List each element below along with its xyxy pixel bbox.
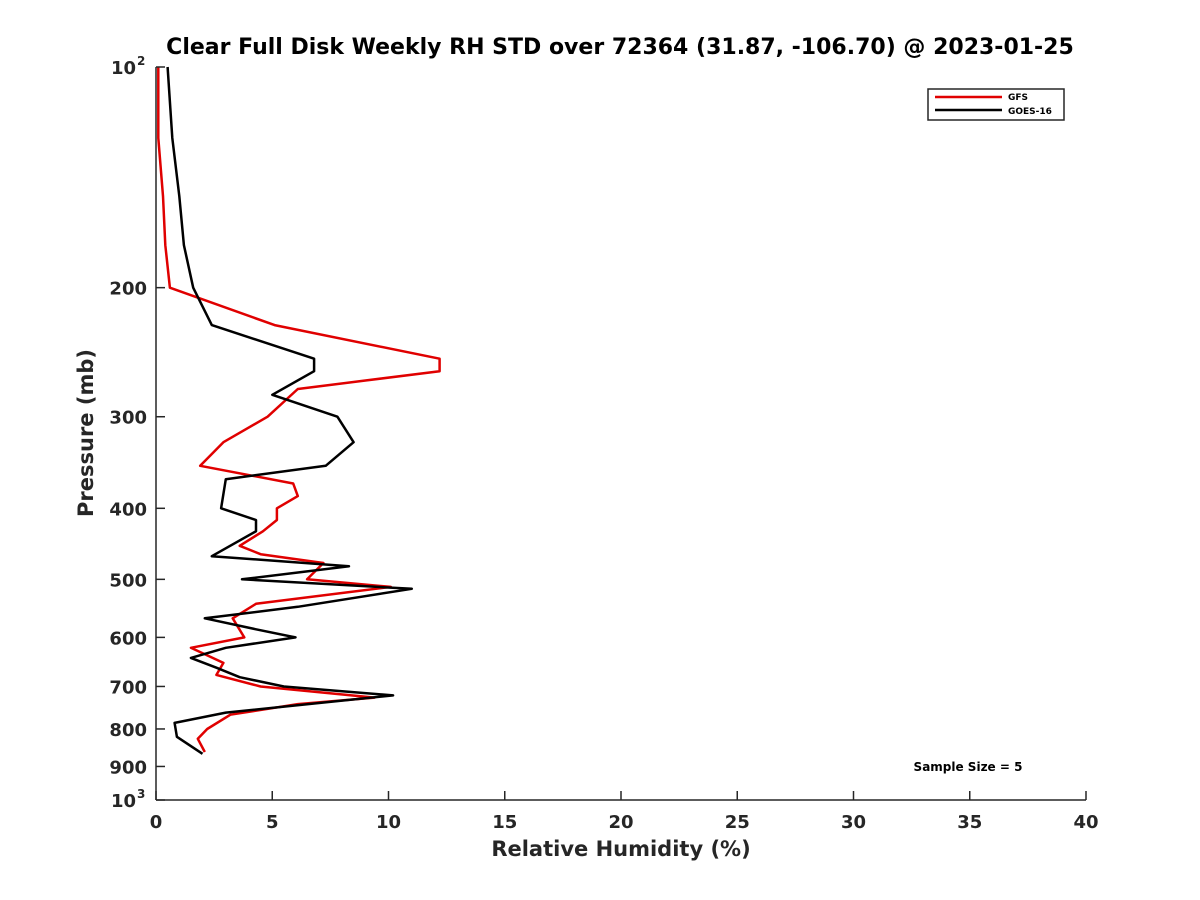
x-tick-label: 40	[1073, 812, 1098, 833]
y-tick-exponent: 2	[137, 54, 145, 68]
y-axis-label: Pressure (mb)	[74, 349, 98, 517]
y-tick-label: 700	[109, 677, 147, 698]
x-axis-label: Relative Humidity (%)	[491, 837, 750, 861]
series-line-gfs	[157, 67, 441, 753]
y-tick-label: 600	[109, 628, 147, 649]
y-tick-label: 10	[111, 58, 136, 79]
series-layer	[157, 66, 441, 755]
legend-box	[927, 88, 1065, 121]
y-tick-exponent: 3	[137, 787, 145, 801]
x-tick-label: 25	[725, 812, 750, 833]
legend-label-goes16: GOES-16	[1008, 107, 1052, 117]
x-tick-label: 15	[492, 812, 517, 833]
x-tick-label: 5	[266, 812, 279, 833]
x-axis-ticks: 0 5 10 15 20 25 30 35 40	[150, 791, 1099, 833]
x-tick-label: 35	[957, 812, 982, 833]
chart-title: Clear Full Disk Weekly RH STD over 72364…	[166, 35, 1074, 60]
legend: GFS GOES-16	[927, 88, 1065, 121]
plot-area: 0 5 10 15 20 25 30 35 40 10 220030040050060070080…	[109, 54, 1098, 833]
x-tick-label: 0	[150, 812, 163, 833]
y-tick-label: 200	[109, 279, 147, 300]
sample-size-annotation: Sample Size = 5	[914, 760, 1023, 774]
y-tick-label: 500	[109, 570, 147, 591]
x-tick-label: 30	[841, 812, 866, 833]
y-tick-label: 900	[109, 757, 147, 778]
y-tick-label: 400	[109, 499, 147, 520]
x-tick-label: 10	[376, 812, 401, 833]
legend-label-gfs: GFS	[1008, 93, 1028, 103]
x-tick-label: 20	[608, 812, 633, 833]
y-tick-label: 800	[109, 720, 147, 741]
y-tick-label: 10	[111, 791, 136, 812]
series-line-goes16	[166, 66, 414, 755]
y-tick-label: 300	[109, 408, 147, 429]
